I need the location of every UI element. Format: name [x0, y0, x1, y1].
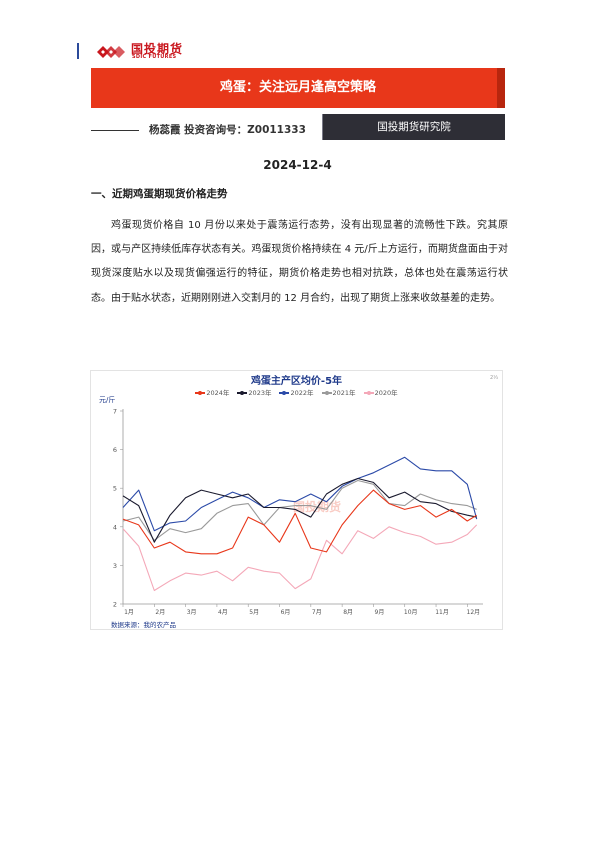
chart-title: 鸡蛋主产区均价-5年 — [250, 376, 343, 387]
y-tick-label: 7 — [113, 408, 117, 416]
legend-marker — [198, 391, 203, 395]
series-line-2022年 — [122, 456, 478, 532]
author-line: 杨蕊霞 投资咨询号：Z0011333 — [91, 122, 306, 137]
legend-label: 2024年 — [206, 389, 230, 397]
y-tick-label: 6 — [113, 446, 117, 454]
author-dash — [91, 129, 139, 131]
legend-item: 2021年 — [321, 387, 356, 397]
x-tick-label: 11月 — [435, 609, 449, 616]
chart-corner-mark: 2⅓ — [489, 375, 498, 381]
x-tick-label: 4月 — [218, 609, 228, 616]
legend-marker — [240, 391, 245, 395]
series-line-2021年 — [122, 479, 477, 541]
logo-subtitle: SDIC FUTURES — [132, 54, 177, 60]
side-accent-bar — [77, 43, 79, 59]
title-banner: 鸡蛋：关注远月逢高空策略 — [91, 68, 505, 108]
legend-marker — [282, 391, 287, 395]
legend-item: 2020年 — [363, 387, 398, 397]
y-tick-label: 2 — [113, 601, 117, 609]
chart-watermark: 国投期货 — [293, 499, 341, 514]
y-tick-label: 4 — [113, 523, 117, 531]
report-date: 2024-12-4 — [263, 158, 332, 172]
series-line-2023年 — [122, 477, 477, 543]
legend-item: 2022年 — [279, 387, 314, 397]
x-tick-label: 5月 — [249, 609, 259, 616]
section-heading: 一、近期鸡蛋期现货价格走势 — [91, 188, 228, 200]
title-banner-fold — [497, 68, 505, 108]
x-tick-label: 9月 — [375, 609, 385, 616]
legend-marker — [366, 391, 371, 395]
body-paragraph: 鸡蛋现货价格自 10 月份以来处于震荡运行态势，没有出现显著的流畅性下跌。究其原… — [91, 220, 508, 304]
chart-legend: 2024年 2023年 2022年 2021年 2020年 — [91, 387, 502, 397]
x-tick-label: 10月 — [404, 609, 418, 616]
logo-icon — [97, 46, 125, 58]
y-tick-label: 5 — [113, 485, 117, 493]
x-tick-label: 3月 — [187, 609, 197, 616]
y-axis-unit-label: 元/斤 — [99, 395, 115, 404]
x-tick-label: 1月 — [124, 609, 134, 616]
legend-label: 2023年 — [248, 389, 272, 397]
x-tick-label: 12月 — [467, 609, 481, 616]
department-box: 国投期货研究院 — [323, 114, 505, 140]
chart-source: 数据来源：我的农产品 — [111, 621, 176, 629]
x-tick-label: 6月 — [281, 609, 291, 616]
y-tick-label: 3 — [113, 562, 117, 570]
legend-label: 2020年 — [374, 389, 398, 397]
legend-label: 2021年 — [332, 389, 356, 397]
series-line-2020年 — [122, 524, 478, 592]
price-chart: 鸡蛋主产区均价-5年 2⅓ 2024年 2023年 2022年 2021年 2020年 … — [90, 370, 503, 630]
logo-name: 国投期货 — [131, 42, 184, 56]
company-logo: 国投期货 SDIC FUTURES — [95, 40, 205, 66]
series-line-2024年 — [122, 489, 477, 555]
chart-plot: 元/斤 2 3 4 5 6 7 1月 2月 3月 4月 5月 6月 7月 8月 9月 10月 11月 12月 国投期货 — [99, 395, 483, 616]
legend-marker — [324, 391, 329, 395]
x-tick-label: 7月 — [312, 609, 322, 616]
x-tick-label: 2月 — [155, 609, 165, 616]
report-title: 鸡蛋：关注远月逢高空策略 — [219, 80, 376, 95]
legend-item: 2024年 — [195, 387, 229, 397]
legend-label: 2022年 — [290, 389, 314, 397]
x-tick-label: 8月 — [343, 609, 353, 616]
legend-item: 2023年 — [237, 387, 271, 397]
author-info: 杨蕊霞 投资咨询号：Z0011333 — [149, 124, 306, 136]
